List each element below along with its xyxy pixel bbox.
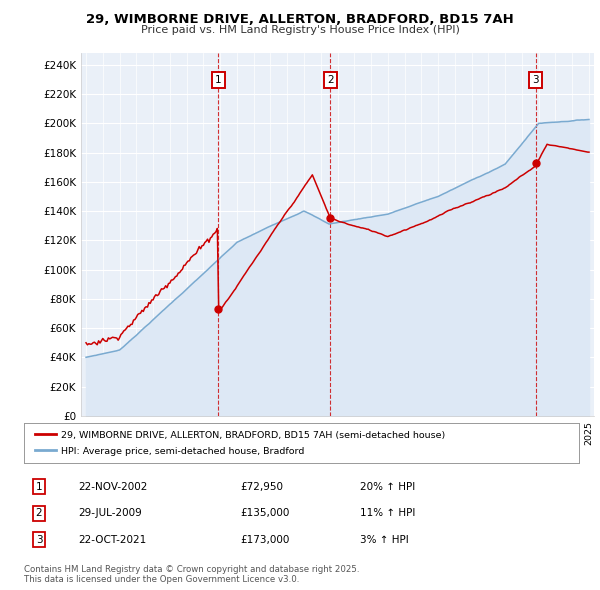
Text: 2: 2 <box>327 76 334 86</box>
Text: £135,000: £135,000 <box>240 509 289 518</box>
Text: 29, WIMBORNE DRIVE, ALLERTON, BRADFORD, BD15 7AH: 29, WIMBORNE DRIVE, ALLERTON, BRADFORD, … <box>86 13 514 26</box>
Text: 29-JUL-2009: 29-JUL-2009 <box>78 509 142 518</box>
Text: 11% ↑ HPI: 11% ↑ HPI <box>360 509 415 518</box>
Text: 1: 1 <box>215 76 222 86</box>
Text: 2: 2 <box>35 509 43 518</box>
Text: £173,000: £173,000 <box>240 535 289 545</box>
Text: 3: 3 <box>35 535 43 545</box>
Text: Price paid vs. HM Land Registry's House Price Index (HPI): Price paid vs. HM Land Registry's House … <box>140 25 460 35</box>
Text: Contains HM Land Registry data © Crown copyright and database right 2025.
This d: Contains HM Land Registry data © Crown c… <box>24 565 359 584</box>
Text: 20% ↑ HPI: 20% ↑ HPI <box>360 482 415 491</box>
Text: 3: 3 <box>532 76 539 86</box>
Text: 22-NOV-2002: 22-NOV-2002 <box>78 482 148 491</box>
Text: 3% ↑ HPI: 3% ↑ HPI <box>360 535 409 545</box>
Text: £72,950: £72,950 <box>240 482 283 491</box>
Text: 1: 1 <box>35 482 43 491</box>
Text: 22-OCT-2021: 22-OCT-2021 <box>78 535 146 545</box>
Legend: 29, WIMBORNE DRIVE, ALLERTON, BRADFORD, BD15 7AH (semi-detached house), HPI: Ave: 29, WIMBORNE DRIVE, ALLERTON, BRADFORD, … <box>31 427 449 460</box>
